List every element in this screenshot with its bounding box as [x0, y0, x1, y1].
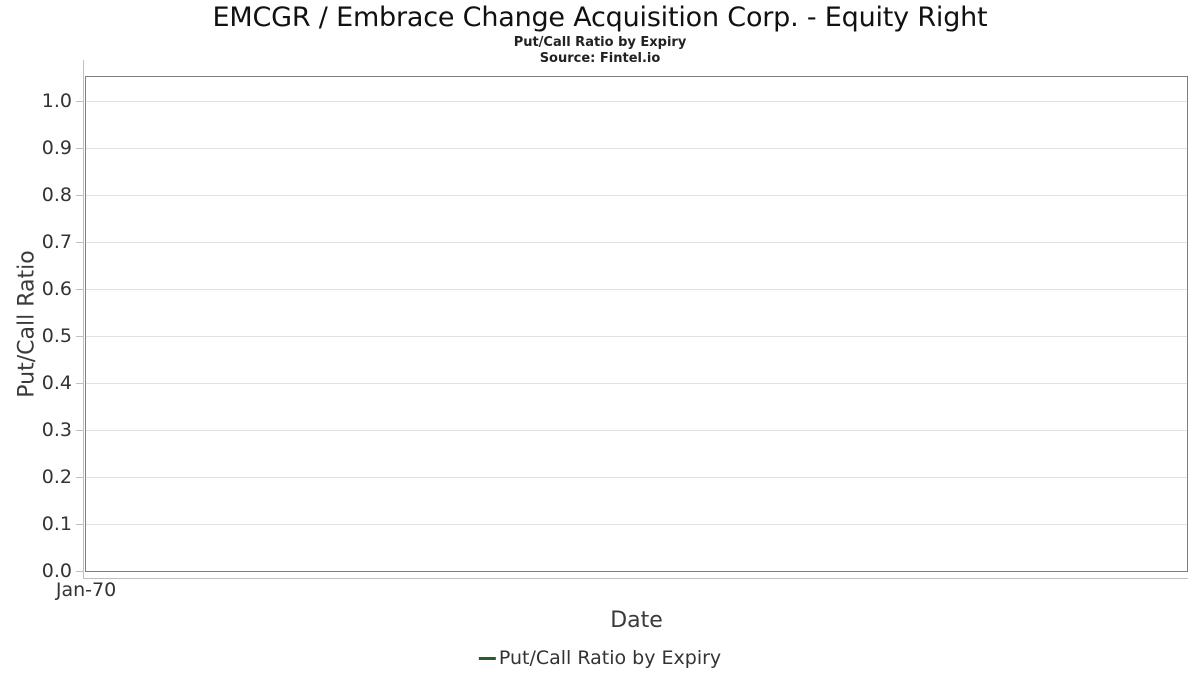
- gridline: [86, 289, 1187, 290]
- y-tick-mark: [76, 383, 83, 384]
- chart-title: EMCGR / Embrace Change Acquisition Corp.…: [212, 2, 988, 33]
- y-tick-mark: [76, 430, 83, 431]
- gridline: [86, 430, 1187, 431]
- gridline: [86, 101, 1187, 102]
- y-tick-label: 0.7: [41, 231, 72, 253]
- legend: Put/Call Ratio by Expiry: [478, 647, 722, 669]
- chart-source: Source: Fintel.io: [539, 51, 661, 66]
- plot-area: [85, 76, 1188, 572]
- y-tick-mark: [76, 477, 83, 478]
- chart-subtitle: Put/Call Ratio by Expiry: [513, 35, 687, 50]
- y-tick-mark: [76, 524, 83, 525]
- y-tick-label: 0.8: [41, 184, 72, 206]
- y-tick-mark: [76, 336, 83, 337]
- x-axis-label: Date: [610, 608, 663, 633]
- x-axis-line: [83, 578, 1188, 579]
- gridline: [86, 195, 1187, 196]
- y-tick-label: 0.9: [41, 137, 72, 159]
- y-tick-mark: [76, 101, 83, 102]
- legend-line-swatch: [478, 656, 496, 660]
- y-tick-mark: [76, 148, 83, 149]
- y-tick-mark: [76, 289, 83, 290]
- y-tick-label: 0.1: [41, 513, 72, 535]
- y-tick-label: 0.6: [41, 278, 72, 300]
- y-axis-line: [83, 60, 84, 579]
- y-tick-mark: [76, 242, 83, 243]
- y-tick-label: 0.2: [41, 466, 72, 488]
- y-tick-label: 0.3: [41, 419, 72, 441]
- gridline: [86, 242, 1187, 243]
- y-tick-mark: [76, 195, 83, 196]
- y-tick-label: 0.5: [41, 325, 72, 347]
- y-tick-label: 1.0: [41, 90, 72, 112]
- gridline: [86, 148, 1187, 149]
- y-tick-label: 0.4: [41, 372, 72, 394]
- gridline: [86, 477, 1187, 478]
- gridline: [86, 524, 1187, 525]
- x-tick-label: Jan-70: [55, 579, 117, 601]
- gridline: [86, 336, 1187, 337]
- gridline: [86, 383, 1187, 384]
- y-tick-label: 0.0: [41, 560, 72, 582]
- legend-label: Put/Call Ratio by Expiry: [498, 647, 722, 669]
- y-tick-mark: [76, 571, 83, 572]
